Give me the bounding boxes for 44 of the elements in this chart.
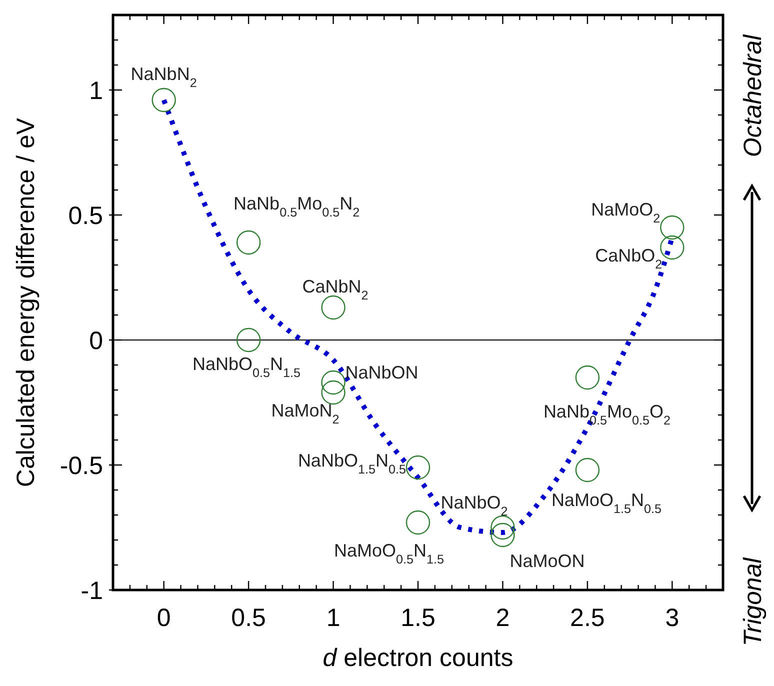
annotation: NaNbN$_{2}$	[130, 64, 197, 90]
annotation: NaNb$_{0.5}$Mo$_{0.5}$N$_{2}$	[234, 194, 360, 220]
x-tick-label: 0	[156, 604, 171, 632]
point	[660, 215, 684, 240]
x-axis-title: d electron counts	[322, 644, 514, 672]
annotation: NaMoON	[510, 551, 585, 571]
point	[236, 230, 261, 255]
point	[321, 295, 346, 320]
y-tick-label: 0	[89, 326, 103, 355]
x-tick-label: 0.5	[231, 604, 266, 632]
y-tick-label: -0.5	[60, 452, 103, 480]
x-tick-label: 2	[496, 604, 510, 632]
point	[490, 522, 515, 548]
y-tick-label: 0.5	[68, 202, 103, 230]
x-tick-label: 3	[665, 604, 680, 632]
point	[660, 235, 684, 260]
x-tick-label: 1	[326, 604, 340, 632]
point	[321, 380, 346, 405]
annotation: NaMoO$_{2}$	[591, 200, 660, 226]
point	[152, 88, 176, 112]
text: Octahedral	[739, 33, 767, 158]
y-tick-label: 1	[89, 76, 103, 105]
point	[406, 510, 430, 535]
y-tick-label: -1	[80, 576, 103, 605]
annotation: NaNbO$_{0.5}$N$_{1.5}$	[192, 354, 301, 380]
point	[490, 515, 515, 540]
point	[321, 370, 346, 395]
annotation: NaNbO$_{2}$	[440, 492, 508, 518]
text: Trigonal	[739, 556, 767, 646]
point	[406, 455, 430, 480]
annotation: NaMoO$_{0.5}$N$_{1.5}$	[334, 540, 444, 566]
annotation: NaMoO$_{1.5}$N$_{0.5}$	[551, 490, 662, 516]
point	[575, 458, 600, 482]
annotation: NaNbO$_{1.5}$N$_{0.5}$	[298, 450, 406, 476]
point	[575, 365, 600, 390]
point	[236, 328, 261, 352]
annotation: CaNbN$_{2}$	[302, 276, 368, 302]
annotation: NaMoN$_{2}$	[271, 400, 340, 426]
annotation: NaNb$_{0.5}$Mo$_{0.5}$O$_{2}$	[543, 402, 671, 428]
annotation: CaNbO$_{2}$	[595, 246, 662, 272]
x-tick-label: 2.5	[570, 604, 605, 632]
x-tick-label: 1.5	[400, 604, 436, 632]
annotation: NaNbON	[345, 362, 418, 382]
y-axis-title: Calculated energy difference / eV	[12, 118, 40, 488]
